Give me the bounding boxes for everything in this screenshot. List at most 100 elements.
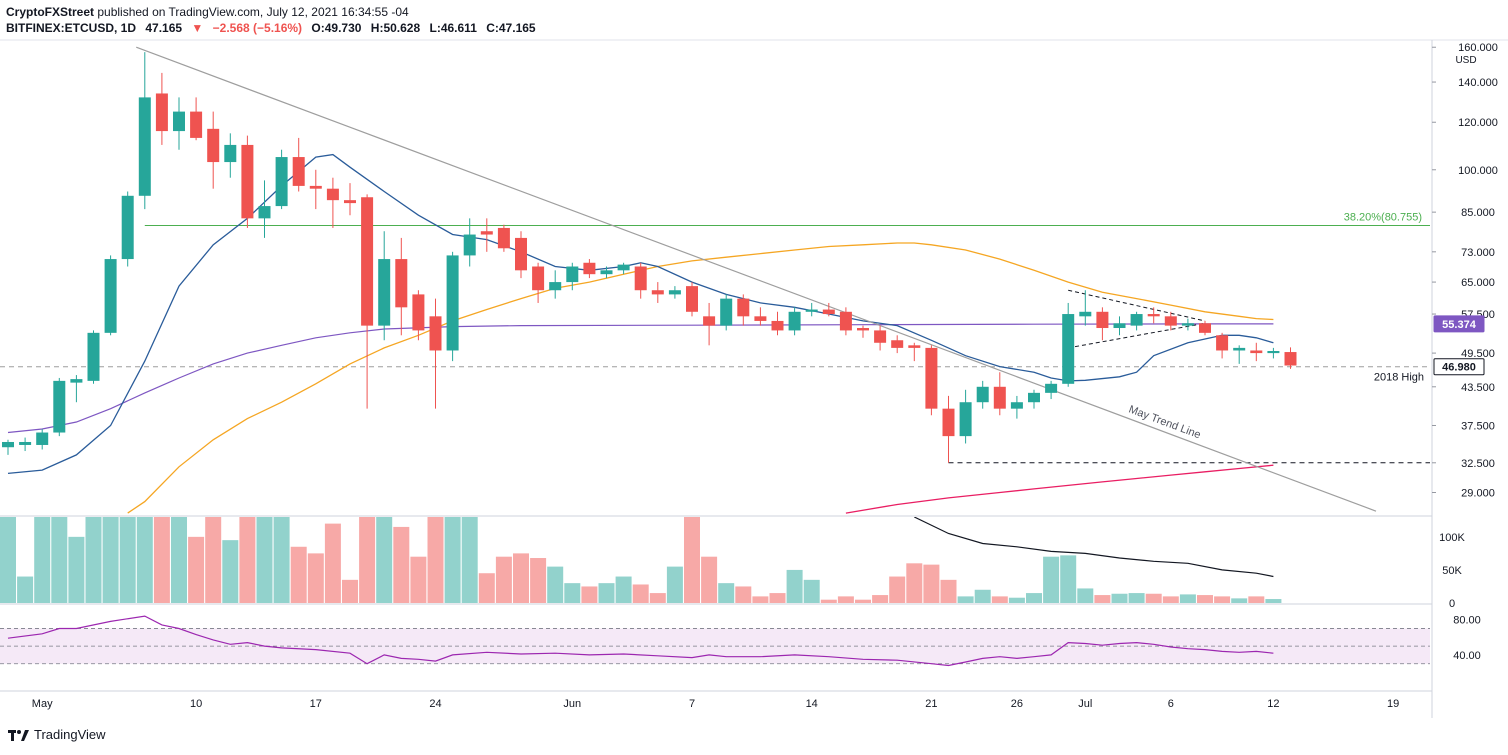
volume-bar [136,517,153,603]
x-tick-label: Jun [563,698,581,710]
price-tick-label: 120.000 [1458,117,1498,129]
ema-orange-line [127,242,1274,514]
candle-down [686,286,698,312]
candle-up [19,441,32,445]
volume-bar [718,583,735,603]
symbol-label[interactable]: BITFINEX:ETCUSD, 1D [6,21,137,35]
volume-bar [68,536,85,603]
volume-bar [1094,595,1111,603]
volume-bar [855,599,871,603]
candle-down [1284,352,1297,366]
candle-down [429,316,442,351]
x-tick-label: May [32,698,53,710]
volume-bar [769,593,786,603]
volume-bar [547,566,564,603]
candle-up [668,290,681,295]
x-tick-label: 10 [190,698,202,710]
candle-down [190,111,203,138]
candle-up [121,195,134,260]
volume-bar [188,536,205,603]
volume-bar [1128,593,1145,603]
candle-up [104,259,117,333]
x-tick-label: 19 [1387,698,1399,710]
brand-label[interactable]: TradingView [34,727,106,742]
volume-bar [991,596,1008,603]
candle-up [1181,323,1194,326]
volume-bar [837,596,854,603]
x-tick-label: 26 [1011,698,1023,710]
price-tag-label: 55.374 [1442,319,1477,331]
tradingview-logo-icon [8,729,29,741]
volume-bar [290,546,307,603]
volume-bar [1265,599,1282,603]
x-tick-label: 21 [925,698,937,710]
volume-bar [649,593,666,603]
volume-bar [102,517,119,603]
high-value: H:50.628 [370,21,421,35]
candle-down [822,309,835,315]
candle-down [651,290,664,295]
volume-bar [1043,556,1060,603]
candle-down [634,266,647,291]
candle-up [720,298,733,326]
x-tick-label: 6 [1168,698,1174,710]
candle-down [1250,350,1263,354]
price-tick-label: 85.000 [1461,207,1495,219]
volume-bar [239,517,256,603]
support-2018-label: 2018 High [1374,372,1424,384]
candle-up [173,111,185,132]
candle-down [155,93,168,132]
candle-up [805,309,818,312]
volume-bar [1145,593,1162,603]
x-tick-label: 17 [310,698,322,710]
candle-down [532,266,545,291]
open-value: O:49.730 [311,21,362,35]
volume-bar [889,576,906,603]
pennant-upper-line [1068,289,1206,322]
candle-down [412,294,425,331]
volume-bar [598,583,615,603]
volume-tick-label: 100K [1439,532,1465,544]
rsi-line [7,615,1274,667]
volume-bar [51,517,68,603]
volume-bar [615,576,632,603]
price-tick-label: 43.500 [1461,382,1495,394]
price-tick-label: 32.500 [1461,458,1495,470]
candle-down [891,340,904,348]
volume-bar [974,589,991,603]
volume-bar [495,556,512,603]
candle-down [925,347,938,409]
chart-area[interactable]: 29.00032.50037.50043.50049.50057.50065.0… [0,0,1508,725]
volume-bar [171,517,187,603]
price-pane [0,46,1430,514]
candle-down [583,262,596,275]
volume-bar [786,569,803,603]
pennant-lower-line [1068,322,1206,349]
volume-bar [359,517,376,603]
volume-bar [1179,594,1196,603]
candle-up [959,402,972,437]
volume-bar [957,596,974,603]
price-tag [1433,358,1485,376]
candle-down [839,311,852,331]
candle-down [344,200,356,204]
price-tick-label: 160.000 [1458,42,1498,54]
volume-bar [803,579,820,603]
candle-up [378,259,391,326]
currency-label: USD [1455,55,1476,66]
volume-bar [820,599,837,603]
candle-up [275,157,288,207]
candle-down [515,237,527,271]
x-tick-label: 14 [806,698,818,710]
price-tick-label: 73.000 [1461,247,1495,259]
x-tick-label: 7 [689,698,695,710]
volume-bar [85,517,102,603]
candle-down [942,408,955,437]
candle-up [1028,392,1040,403]
volume-bar [119,517,136,603]
down-arrow-icon: ▼ [191,21,204,35]
volume-bar [1162,596,1179,603]
candle-up [1113,323,1126,329]
publisher[interactable]: CryptoFXStreet [6,5,95,19]
candle-down [326,188,339,201]
